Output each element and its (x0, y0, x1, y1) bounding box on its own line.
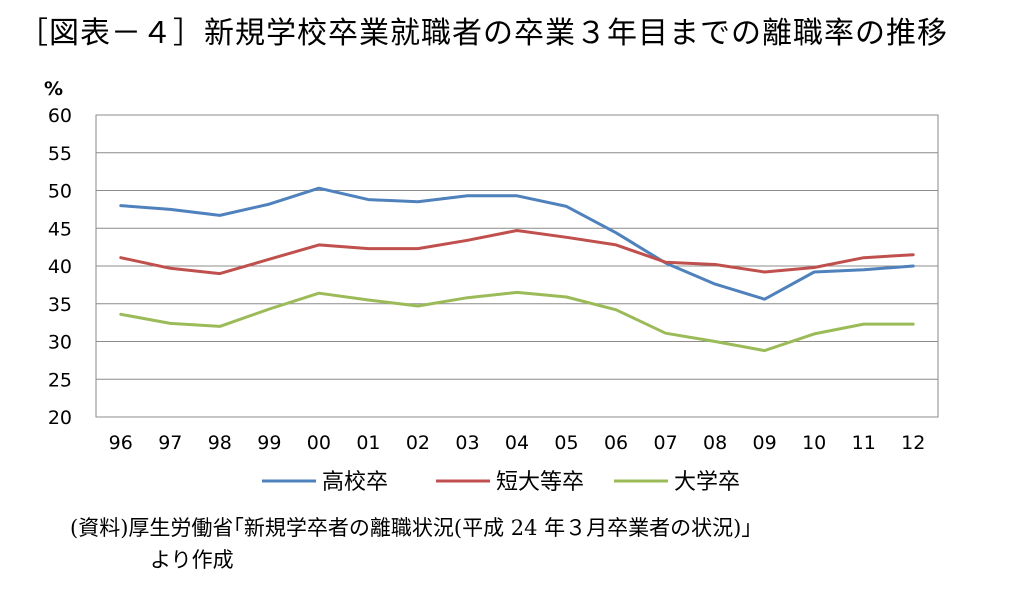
series-line-2 (119, 229, 915, 276)
series-line-3 (119, 290, 915, 353)
source-line-2: より作成 (150, 548, 234, 572)
line-chart: 20 25 30 35 40 45 50 55 60% 96 97 98 99 00 01 02 03 04 05… (44, 78, 939, 495)
legend-label: 高校卒 (322, 470, 388, 495)
y-tick-label: 35 (48, 294, 72, 316)
source-note: (資料)厚生労働省｢新規学卒者の離職状況(平成 24 年３月卒業者の状況)｣ よ… (70, 512, 752, 576)
x-tick-label: 97 (158, 432, 182, 454)
legend: 高校卒 短大等卒 大学卒 (262, 470, 740, 495)
x-tick-label: 07 (653, 432, 677, 454)
series-line-1 (119, 186, 915, 301)
x-tick-label: 00 (307, 432, 331, 454)
grid (95, 114, 939, 418)
x-tick-label: 11 (852, 432, 876, 454)
chart-title: ［図表－４］新規学校卒業就職者の卒業３年目までの離職率の推移 (18, 16, 948, 51)
source-line-1: (資料)厚生労働省｢新規学卒者の離職状況(平成 24 年３月卒業者の状況)｣ (70, 516, 752, 540)
x-tick-label: 02 (406, 432, 430, 454)
y-tick-label: 50 (48, 181, 72, 203)
x-axis: 96 97 98 99 00 01 02 03 04 05 06 07 08 09 10 11 12 (109, 432, 926, 454)
legend-label: 大学卒 (674, 470, 740, 495)
y-tick-label: 40 (48, 256, 72, 278)
x-tick-label: 10 (802, 432, 826, 454)
y-axis: 20 25 30 35 40 45 50 55 60% (44, 78, 72, 429)
x-tick-label: 08 (703, 432, 727, 454)
y-tick-label: 20 (48, 407, 72, 429)
x-tick-label: 03 (455, 432, 479, 454)
series-lines (119, 186, 915, 353)
x-tick-label: 99 (257, 432, 281, 454)
y-tick-label: 30 (48, 332, 72, 354)
x-tick-label: 06 (604, 432, 628, 454)
y-tick-label: 60 (48, 105, 72, 127)
x-tick-label: 04 (505, 432, 529, 454)
y-tick-label: 25 (48, 369, 72, 391)
y-tick-label: 55 (48, 143, 72, 165)
x-tick-label: 12 (901, 432, 925, 454)
x-tick-label: 96 (109, 432, 133, 454)
y-tick-label: 45 (48, 218, 72, 240)
x-tick-label: 01 (356, 432, 380, 454)
y-axis-label: % (44, 78, 63, 100)
x-tick-label: 05 (554, 432, 578, 454)
x-tick-label: 98 (208, 432, 232, 454)
x-tick-label: 09 (753, 432, 777, 454)
legend-label: 短大等卒 (496, 470, 584, 495)
